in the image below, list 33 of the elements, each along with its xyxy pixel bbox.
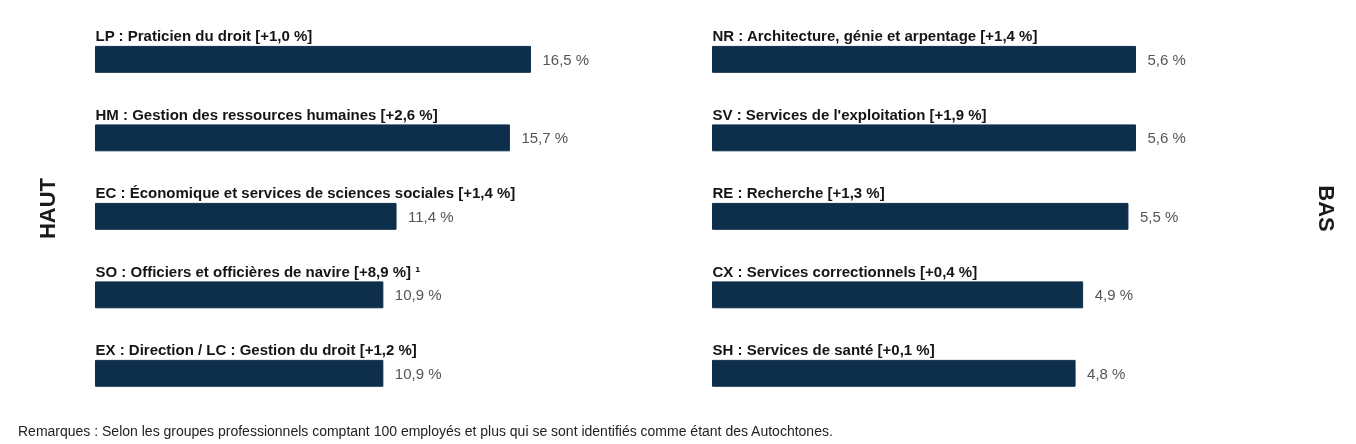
y-tick-label: SO : Officiers et officières de navire [+8,9 %] ¹ bbox=[95, 262, 421, 280]
bar bbox=[712, 124, 1136, 152]
bar bbox=[712, 202, 1129, 230]
bar bbox=[712, 281, 1084, 309]
data-label: 5,5 % bbox=[1139, 207, 1179, 225]
text: Remarques : Selon les groupes professionnels comptant 100 employés et plus qui se sont identifiés comme étant des Autochtones. bbox=[18, 422, 833, 441]
y-tick-label: LP : Praticien du droit [+1,0 %] bbox=[95, 27, 313, 45]
data-label: 11,4 % bbox=[408, 207, 454, 225]
y-tick-label: SH : Services de santé [+0,1 %] bbox=[712, 341, 935, 359]
bar bbox=[95, 45, 531, 73]
bar bbox=[712, 45, 1136, 73]
data-label: 10,9 % bbox=[394, 364, 442, 382]
y-tick-label: RE : Recherche [+1,3 %] bbox=[712, 184, 885, 202]
y-tick-label: EC : Économique et services de sciences sociales [+1,4 %] bbox=[95, 184, 516, 202]
text: BAS bbox=[1314, 185, 1339, 232]
y-tick-label: SV : Services de l'exploitation [+1,9 %] bbox=[712, 105, 987, 123]
data-label: 5,6 % bbox=[1147, 50, 1186, 68]
bar bbox=[95, 281, 384, 309]
y-tick-label: CX : Services correctionnels [+0,4 %] bbox=[712, 262, 978, 280]
text: HAUT bbox=[35, 177, 60, 240]
bar bbox=[95, 124, 510, 152]
data-label: 16,5 % bbox=[542, 50, 590, 68]
y-tick-label: EX : Direction / LC : Gestion du droit [+1,2 %] bbox=[95, 341, 417, 359]
data-label: 5,6 % bbox=[1147, 129, 1186, 147]
data-label: 10,9 % bbox=[394, 286, 442, 304]
y-tick-label: NR : Architecture, génie et arpentage [+1,4 %] bbox=[712, 27, 1038, 45]
bar bbox=[712, 359, 1076, 387]
bar bbox=[95, 359, 384, 387]
y-tick-label: HM : Gestion des ressources humaines [+2,6 %] bbox=[95, 105, 438, 123]
bar bbox=[95, 202, 397, 230]
data-label: 4,8 % bbox=[1087, 364, 1126, 382]
data-label: 15,7 % bbox=[521, 129, 569, 147]
data-label: 4,9 % bbox=[1094, 286, 1133, 304]
